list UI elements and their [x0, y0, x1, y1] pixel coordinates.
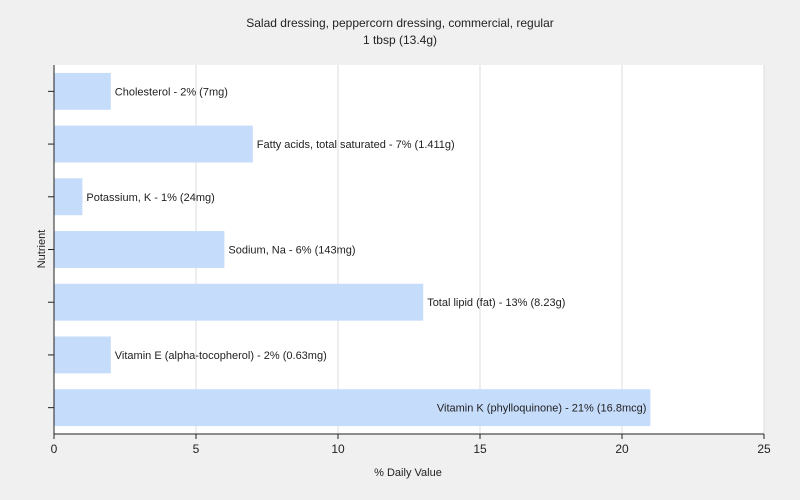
- bar-label-1: Fatty acids, total saturated - 7% (1.411…: [257, 139, 455, 151]
- bar-0: [54, 72, 111, 110]
- bar-1: [54, 125, 253, 163]
- bar-series: [54, 72, 651, 427]
- bar-label-0: Cholesterol - 2% (7mg): [115, 86, 228, 98]
- bar-labels: Cholesterol - 2% (7mg) Fatty acids, total…: [86, 86, 646, 414]
- bar-3: [54, 231, 225, 268]
- x-tick-label-3: 15: [473, 442, 487, 456]
- bar-label-3: Sodium, Na - 6% (143mg): [228, 245, 355, 257]
- bar-label-5: Vitamin E (alpha-tocopherol) - 2% (0.63m…: [115, 350, 327, 362]
- bar-5: [54, 336, 111, 374]
- x-axis-title: % Daily Value: [374, 467, 442, 479]
- bar-label-2: Potassium, K - 1% (24mg): [86, 192, 214, 204]
- x-tick-label-2: 10: [331, 442, 345, 456]
- bar-4: [54, 283, 424, 321]
- x-tick-label-4: 20: [615, 442, 629, 456]
- y-ticks: [48, 90, 54, 409]
- x-tick-label-1: 5: [193, 442, 200, 456]
- x-tick-label-0: 0: [51, 442, 58, 456]
- x-tick-label-5: 25: [757, 442, 771, 456]
- y-axis-title: Nutrient: [36, 230, 48, 269]
- x-ticks: 0 5 10 15 20 25: [51, 434, 771, 456]
- bar-label-6: Vitamin K (phylloquinone) - 21% (16.8mcg…: [437, 403, 647, 415]
- chart-title: Salad dressing, peppercorn dressing, com…: [246, 16, 553, 30]
- chart-subtitle: 1 tbsp (13.4g): [363, 33, 437, 47]
- bar-6: [54, 389, 651, 427]
- bar-2: [54, 178, 83, 216]
- bar-label-4: Total lipid (fat) - 13% (8.23g): [427, 297, 565, 309]
